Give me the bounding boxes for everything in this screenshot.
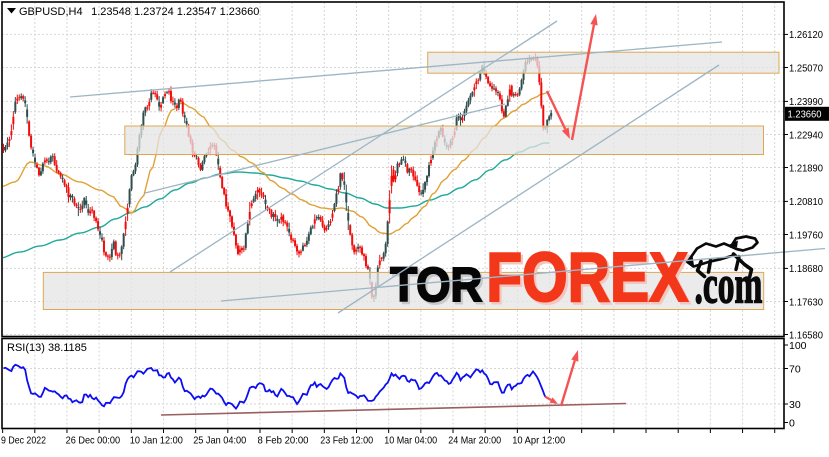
svg-text:30: 30 [789, 399, 801, 411]
svg-text:100: 100 [789, 340, 807, 352]
svg-text:FOREX: FOREX [486, 238, 688, 316]
svg-text:1.19760: 1.19760 [789, 229, 823, 241]
svg-text:TOR: TOR [393, 261, 485, 314]
svg-text:23 Feb 12:00: 23 Feb 12:00 [320, 435, 373, 447]
svg-text:1.23660: 1.23660 [788, 109, 822, 121]
svg-text:1.18680: 1.18680 [789, 263, 823, 275]
svg-text:9 Dec 2022: 9 Dec 2022 [1, 435, 46, 447]
svg-text:10 Mar 04:00: 10 Mar 04:00 [384, 435, 437, 447]
svg-text:8 Feb 20:00: 8 Feb 20:00 [258, 435, 309, 447]
svg-text:25 Jan 04:00: 25 Jan 04:00 [193, 435, 246, 447]
svg-text:26 Dec 00:00: 26 Dec 00:00 [66, 435, 121, 447]
svg-text:1.16580: 1.16580 [789, 329, 823, 341]
svg-text:10 Apr 12:00: 10 Apr 12:00 [512, 435, 565, 447]
svg-text:1.17630: 1.17630 [789, 296, 823, 308]
svg-text:1.25070: 1.25070 [789, 62, 823, 74]
svg-text:1.22940: 1.22940 [789, 129, 823, 141]
svg-text:0: 0 [789, 417, 795, 429]
svg-text:70: 70 [789, 363, 801, 375]
svg-text:1.23990: 1.23990 [789, 96, 823, 108]
svg-text:1.20810: 1.20810 [789, 196, 823, 208]
svg-text:24 Mar 20:00: 24 Mar 20:00 [448, 435, 501, 447]
svg-text:1.21890: 1.21890 [789, 162, 823, 174]
svg-text:1.26120: 1.26120 [789, 29, 823, 41]
svg-text:GBPUSD,H4 1.23548 1.23724 1.2: GBPUSD,H4 1.23548 1.23724 1.23547 1.2366… [19, 6, 259, 18]
svg-text:FOREX: FOREX [489, 240, 691, 318]
svg-text:RSI(13) 38.1185: RSI(13) 38.1185 [7, 342, 87, 354]
svg-text:10 Jan 12:00: 10 Jan 12:00 [130, 435, 183, 447]
